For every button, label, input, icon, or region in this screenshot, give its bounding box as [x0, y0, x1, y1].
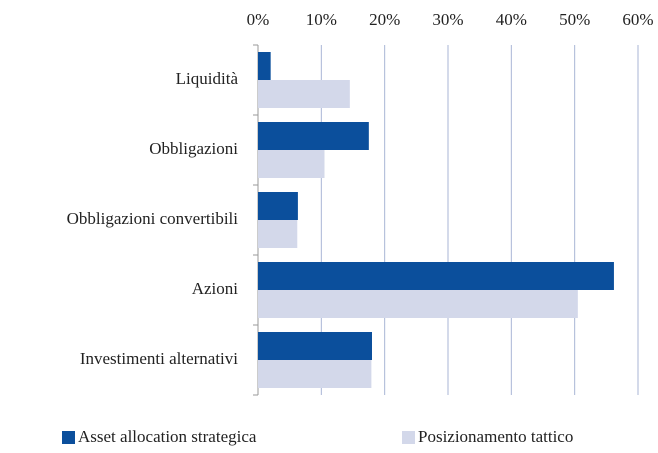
x-tick-label: 40% — [496, 10, 527, 29]
bar — [258, 262, 614, 290]
x-tick-label: 0% — [247, 10, 270, 29]
legend-label: Posizionamento tattico — [418, 427, 573, 446]
bar — [258, 150, 325, 178]
bar — [258, 122, 369, 150]
legend-swatch — [62, 431, 75, 444]
bar — [258, 332, 372, 360]
legend-label: Asset allocation strategica — [78, 427, 257, 446]
y-tick-label: Investimenti alternativi — [80, 349, 238, 368]
bar — [258, 360, 372, 388]
x-tick-label: 30% — [432, 10, 463, 29]
bar — [258, 192, 298, 220]
y-tick-label: Liquidità — [176, 69, 239, 88]
legend-swatch — [402, 431, 415, 444]
bar — [258, 220, 298, 248]
y-tick-label: Obbligazioni convertibili — [67, 209, 239, 228]
bar — [258, 52, 271, 80]
y-tick-label: Azioni — [192, 279, 239, 298]
x-tick-label: 50% — [559, 10, 590, 29]
y-tick-label: Obbligazioni — [149, 139, 238, 158]
bar — [258, 290, 578, 318]
x-tick-label: 20% — [369, 10, 400, 29]
bar — [258, 80, 350, 108]
x-tick-label: 60% — [622, 10, 653, 29]
x-tick-label: 10% — [306, 10, 337, 29]
